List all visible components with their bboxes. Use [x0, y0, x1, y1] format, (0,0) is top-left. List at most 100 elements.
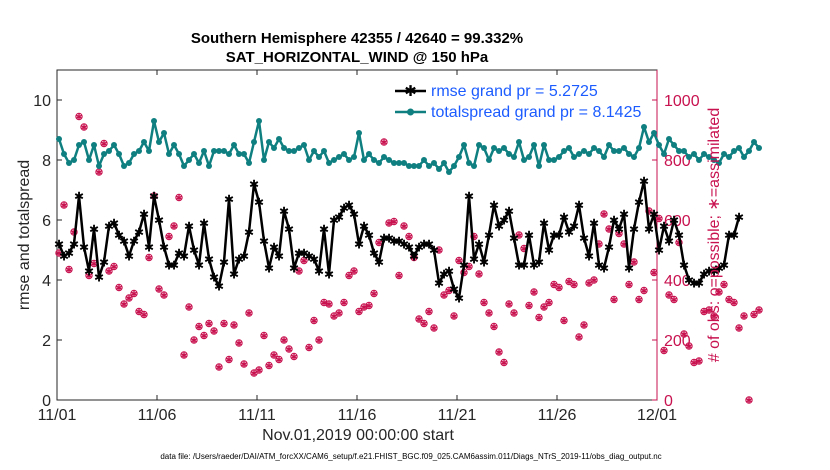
obs-assimilated-point: ✱ — [480, 299, 488, 309]
obs-assimilated-point: ✱ — [340, 299, 348, 309]
obs-assimilated-point: ✱ — [470, 233, 478, 243]
obs-assimilated-point: ✱ — [590, 277, 598, 287]
obs-assimilated-point: ✱ — [580, 322, 588, 332]
totalspread-point — [616, 148, 622, 154]
totalspread-point — [756, 145, 762, 151]
obs-possible-point — [175, 193, 183, 202]
rmse-point: ✱ — [149, 190, 159, 204]
obs-possible-point — [190, 336, 198, 344]
obs-assimilated-point: ✱ — [100, 140, 108, 150]
obs-assimilated-point: ✱ — [120, 301, 128, 311]
obs-possible-point — [355, 307, 363, 316]
x-axis-label: Nov.01,2019 00:00:00 start — [262, 427, 454, 444]
x-tick-label: 11/21 — [438, 407, 477, 424]
obs-assimilated-point: ✱ — [450, 313, 458, 323]
obs-possible-point — [385, 219, 393, 227]
totalspread-point — [81, 139, 87, 145]
obs-possible-point — [740, 312, 748, 320]
obs-assimilated-point: ✱ — [740, 313, 748, 323]
obs-possible-point — [110, 262, 118, 271]
obs-possible-point — [505, 300, 513, 308]
totalspread-series — [56, 118, 762, 175]
obs-assimilated-point: ✱ — [75, 113, 83, 123]
obs-assimilated-point: ✱ — [405, 233, 413, 243]
obs-assimilated-point: ✱ — [615, 230, 623, 240]
obs-assimilated-point: ✱ — [575, 334, 583, 344]
totalspread-point — [341, 151, 347, 157]
obs-assimilated-point: ✱ — [250, 370, 258, 380]
obs-possible-point — [395, 271, 403, 280]
obs-possible-point — [415, 315, 423, 323]
rmse-point: ✱ — [219, 256, 229, 270]
rmse-point: ✱ — [714, 262, 724, 276]
obs-assimilated-point: ✱ — [595, 241, 603, 251]
legend-spread-marker — [407, 108, 414, 116]
rmse-point: ✱ — [414, 241, 424, 255]
totalspread-point — [231, 142, 237, 148]
rmse-point: ✱ — [674, 229, 684, 243]
obs-possible-point — [235, 339, 243, 347]
obs-assimilated-point: ✱ — [545, 299, 553, 309]
rmse-point: ✱ — [134, 226, 144, 240]
totalspread-point — [56, 136, 62, 142]
totalspread-point — [151, 118, 157, 124]
obs-possible-point — [615, 229, 623, 238]
rmse-point: ✱ — [694, 277, 704, 291]
obs-possible-point — [170, 222, 178, 230]
obs-assimilated-point: ✱ — [285, 346, 293, 356]
totalspread-point — [191, 151, 197, 157]
rmse-point: ✱ — [439, 268, 449, 282]
obs-possible-point — [325, 300, 333, 308]
rmse-point: ✱ — [274, 250, 284, 264]
obs-possible-point — [275, 355, 283, 364]
rmse-point: ✱ — [504, 205, 514, 219]
obs-possible-point — [120, 300, 128, 308]
obs-possible-point — [160, 291, 168, 299]
rmse-point: ✱ — [334, 211, 344, 225]
rmse-point: ✱ — [614, 223, 624, 237]
obs-assimilated-point: ✱ — [235, 340, 243, 350]
rmse-point: ✱ — [409, 250, 419, 264]
obs-assimilated-point: ✱ — [605, 226, 613, 236]
rmse-point: ✱ — [59, 250, 69, 264]
obs-possible-point — [750, 310, 758, 319]
totalspread-point — [166, 151, 172, 157]
rmse-line — [57, 179, 741, 300]
totalspread-point — [161, 130, 167, 136]
rmse-point: ✱ — [424, 238, 434, 252]
totalspread-point — [476, 142, 482, 148]
obs-possible-point — [350, 267, 358, 275]
rmse-point: ✱ — [369, 247, 379, 261]
rmse-point: ✱ — [179, 250, 189, 264]
obs-assimilated-point: ✱ — [750, 311, 758, 321]
obs-possible-point — [495, 348, 503, 356]
obs-possible-point — [220, 319, 228, 328]
x-tick-label: 11/01 — [38, 407, 77, 424]
obs-assimilated-point: ✱ — [165, 233, 173, 243]
totalspread-point — [326, 160, 332, 166]
obs-possible-point — [260, 331, 268, 340]
totalspread-point — [561, 148, 567, 154]
totalspread-point — [381, 154, 387, 160]
obs-possible-point — [715, 288, 723, 296]
rmse-point: ✱ — [139, 208, 149, 222]
obs-possible-point — [240, 360, 248, 368]
x-tick-label: 11/06 — [138, 407, 177, 424]
totalspread-point — [706, 154, 712, 160]
obs-assimilated-point: ✱ — [700, 308, 708, 318]
totalspread-point — [391, 160, 397, 166]
obs-assimilated-point: ✱ — [710, 313, 718, 323]
obs-assimilated-point: ✱ — [320, 299, 328, 309]
obs-possible-point — [255, 366, 263, 374]
totalspread-point — [646, 139, 652, 145]
totalspread-point — [66, 160, 72, 166]
y-tick-label-left: 8 — [42, 153, 51, 170]
obs-assimilated-point: ✱ — [690, 359, 698, 369]
obs-possible-point — [430, 324, 438, 332]
rmse-point: ✱ — [549, 229, 559, 243]
rmse-point: ✱ — [634, 196, 644, 210]
rmse-point: ✱ — [64, 247, 74, 261]
obs-assimilated-point: ✱ — [420, 320, 428, 330]
totalspread-point — [146, 148, 152, 154]
